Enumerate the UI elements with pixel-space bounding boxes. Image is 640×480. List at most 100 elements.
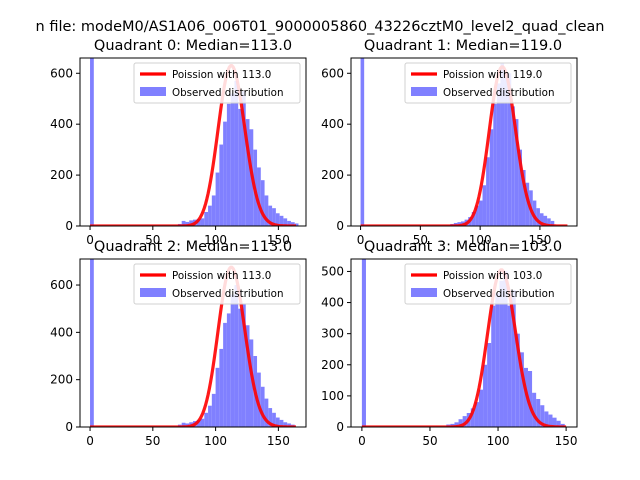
legend-box xyxy=(133,62,301,104)
subplot-quadrant-2: Quadrant 2: Median=113.0 0 50 100 150 0 200 40… xyxy=(50,239,307,448)
axes-frame xyxy=(79,57,307,227)
legend: Poission with 119.0 Observed distribution xyxy=(404,62,572,104)
legend-label-poisson: Poission with 113.0 xyxy=(172,69,271,81)
legend: Poission with 113.0 Observed distribution xyxy=(133,263,301,305)
histogram-bar xyxy=(185,221,190,226)
histogram-bar xyxy=(181,422,186,427)
x-tick-label: 150 xyxy=(267,233,290,247)
legend-label-poisson: Poission with 113.0 xyxy=(172,270,271,282)
legend-label-observed: Observed distribution xyxy=(172,288,284,300)
histogram-bar xyxy=(474,402,479,427)
histogram-bar xyxy=(200,218,205,226)
histogram-bar xyxy=(532,200,537,226)
histogram-bar xyxy=(245,325,250,427)
histogram-bar xyxy=(507,73,512,226)
legend-box xyxy=(404,263,572,305)
histogram-bar xyxy=(543,215,548,226)
histogram-bar xyxy=(489,129,494,226)
histogram-bar xyxy=(548,414,553,427)
histogram-bar xyxy=(204,212,209,226)
histogram-bar xyxy=(215,172,220,226)
y-tick-label: 0 xyxy=(65,420,73,434)
histogram-bar xyxy=(234,285,239,427)
subplot-title: Quadrant 3: Median=103.0 xyxy=(364,239,562,255)
histogram-bar xyxy=(287,423,291,427)
histogram-bar xyxy=(196,218,201,226)
histogram-bar xyxy=(200,418,205,427)
x-tick-label: 100 xyxy=(204,233,227,247)
figure-suptitle: n file: modeM0/AS1A06_006T01_9000005860_… xyxy=(36,19,605,35)
histogram-bar xyxy=(525,182,530,226)
histogram-bar xyxy=(245,119,250,226)
poisson-line xyxy=(361,268,567,427)
histogram-bar xyxy=(211,393,216,427)
legend-bar-swatch xyxy=(140,288,166,297)
poisson-line xyxy=(360,65,568,226)
histogram-bar xyxy=(504,75,508,226)
histogram-bar xyxy=(515,333,520,427)
y-tick-label: 500 xyxy=(321,264,344,278)
histogram-bar xyxy=(241,91,246,226)
legend-bar-swatch xyxy=(411,87,437,96)
legend-box xyxy=(404,62,572,104)
x-tick-label: 50 xyxy=(422,434,437,448)
x-tick-label: 50 xyxy=(413,233,428,247)
subplot-quadrant-1: Quadrant 1: Median=119.0 0 50 100 150 0 200 40… xyxy=(321,38,578,247)
legend-label-observed: Observed distribution xyxy=(172,87,284,99)
histogram-bar xyxy=(260,180,265,226)
histogram-bar xyxy=(475,205,479,226)
histogram-bar xyxy=(519,352,524,427)
x-tick-label: 0 xyxy=(358,434,366,448)
histogram-bar xyxy=(272,412,276,427)
histogram-bar xyxy=(283,218,288,226)
axes-frame xyxy=(350,258,578,428)
histogram-bar xyxy=(491,305,496,427)
histogram-bar xyxy=(471,212,476,226)
y-tick-label: 100 xyxy=(321,389,344,403)
legend-bar-swatch xyxy=(411,288,437,297)
histogram-observed xyxy=(90,58,299,226)
x-tick-label: 100 xyxy=(204,434,227,448)
histogram-bar xyxy=(556,420,561,427)
axes-frame xyxy=(350,57,578,227)
histogram-bar xyxy=(223,121,227,226)
x-tick-label: 0 xyxy=(86,233,94,247)
y-tick-label: 400 xyxy=(50,325,73,339)
x-tick-label: 0 xyxy=(357,233,365,247)
x-tick-label: 150 xyxy=(528,233,551,247)
histogram-bar xyxy=(223,322,227,427)
legend: Poission with 103.0 Observed distribution xyxy=(404,263,572,305)
histogram-bar xyxy=(275,213,280,226)
histogram-bar xyxy=(540,405,545,427)
histogram-bar xyxy=(196,419,201,427)
histogram-bar xyxy=(90,259,94,427)
histogram-bar xyxy=(478,200,483,226)
histogram-bar xyxy=(521,170,526,226)
legend-bar-swatch xyxy=(140,87,166,96)
histogram-bar xyxy=(208,205,212,226)
y-tick-label: 600 xyxy=(321,66,344,80)
histogram-bar xyxy=(264,398,269,427)
histogram-bar xyxy=(181,220,186,226)
y-tick-label: 200 xyxy=(50,168,73,182)
histogram-bar xyxy=(361,259,366,427)
histogram-bar xyxy=(496,83,501,226)
histogram-bar xyxy=(495,293,500,427)
x-tick-label: 150 xyxy=(267,434,290,448)
histogram-bar xyxy=(499,280,504,427)
x-tick-label: 100 xyxy=(469,233,492,247)
histogram-bar xyxy=(275,417,280,427)
histogram-bar xyxy=(493,103,497,226)
y-tick-label: 600 xyxy=(50,278,73,292)
histogram-bar xyxy=(539,213,544,226)
subplot-title: Quadrant 0: Median=113.0 xyxy=(94,38,292,54)
histogram-bar xyxy=(287,220,291,226)
x-tick-label: 100 xyxy=(487,434,510,448)
histogram-bar xyxy=(279,215,284,226)
x-tick-label: 50 xyxy=(145,434,160,448)
y-tick-label: 200 xyxy=(321,168,344,182)
histogram-bar xyxy=(234,80,239,226)
histogram-bar xyxy=(547,218,551,226)
y-tick-label: 0 xyxy=(65,219,73,233)
y-tick-label: 600 xyxy=(50,66,73,80)
